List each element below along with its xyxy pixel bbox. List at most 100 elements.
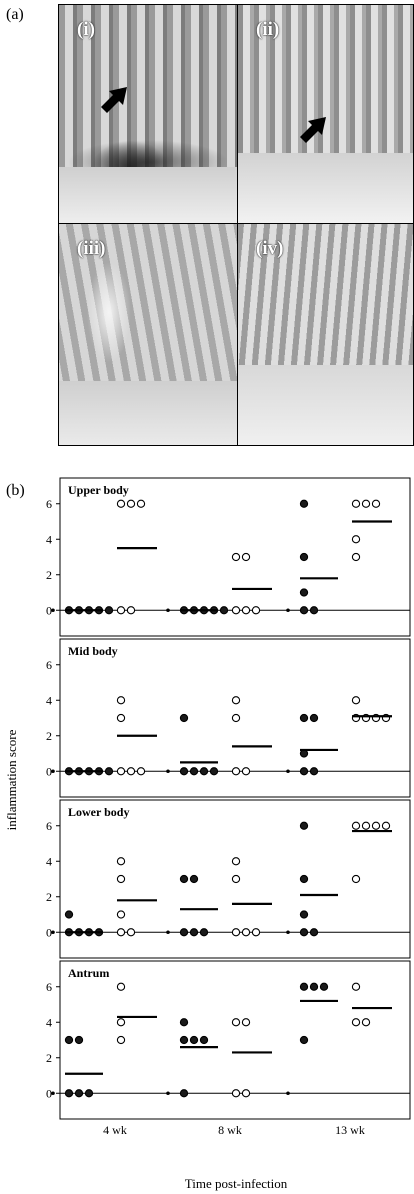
open-point <box>116 982 126 991</box>
subplot-title: Upper body <box>68 483 129 497</box>
y-tick-label: 6 <box>46 658 52 672</box>
filled-point <box>299 910 309 919</box>
filled-point <box>199 767 209 776</box>
open-point <box>126 499 136 508</box>
x-tick-label: 4 wk <box>103 1123 127 1137</box>
filled-point <box>64 910 74 919</box>
micrograph-tile-ii: (ii) <box>237 5 413 223</box>
y-tick-label: 6 <box>46 980 52 994</box>
filled-point <box>199 928 209 937</box>
micrograph-tile-iv: (iv) <box>237 223 413 445</box>
filled-point <box>179 928 189 937</box>
arrow-icon-i <box>101 87 127 113</box>
filled-point <box>189 928 199 937</box>
baseline-dot <box>51 769 55 774</box>
open-point <box>116 1035 126 1045</box>
open-point <box>116 606 126 615</box>
y-tick-label: 6 <box>46 497 52 511</box>
open-point <box>231 767 241 776</box>
open-point <box>351 535 361 544</box>
filled-point <box>84 1089 94 1098</box>
open-point <box>351 874 361 884</box>
filled-point <box>179 1089 189 1098</box>
filled-point <box>309 928 319 937</box>
y-tick-label: 0 <box>46 925 52 939</box>
open-point <box>231 606 241 615</box>
micrograph-tile-iii: (iii) <box>59 223 237 445</box>
filled-point <box>309 606 319 615</box>
baseline-dot <box>286 608 290 613</box>
baseline-dot <box>166 608 170 613</box>
micrograph-label-i: (i) <box>77 19 95 40</box>
filled-point <box>299 928 309 937</box>
open-point <box>231 1018 241 1027</box>
filled-point <box>209 767 219 776</box>
open-point <box>126 606 136 615</box>
filled-point <box>299 588 309 597</box>
x-tick-label: 13 wk <box>335 1123 365 1137</box>
open-point <box>251 928 261 937</box>
filled-point <box>299 552 309 562</box>
y-tick-label: 0 <box>46 1086 52 1100</box>
filled-point <box>299 982 309 991</box>
inflammation-chart: inflammation score Time post-infection U… <box>4 477 411 1191</box>
filled-point <box>74 1035 84 1045</box>
open-point <box>116 874 126 884</box>
subplot-title: Mid body <box>68 644 118 658</box>
open-point <box>351 552 361 562</box>
filled-point <box>199 1035 209 1045</box>
filled-point <box>309 713 319 723</box>
open-point <box>231 874 241 884</box>
open-point <box>351 696 361 705</box>
subplot-frame <box>59 638 411 798</box>
baseline-dot <box>286 769 290 774</box>
open-point <box>231 713 241 723</box>
open-point <box>116 713 126 723</box>
filled-point <box>189 767 199 776</box>
filled-point <box>104 606 114 615</box>
filled-point <box>64 1089 74 1098</box>
y-axis-label: inflammation score <box>4 729 19 830</box>
open-point <box>231 928 241 937</box>
open-point <box>241 928 251 937</box>
x-tick-label: 8 wk <box>218 1123 242 1137</box>
open-point <box>361 499 371 508</box>
open-point <box>231 696 241 705</box>
micrograph-label-iv: (iv) <box>256 238 284 259</box>
filled-point <box>219 606 229 615</box>
open-point <box>126 928 136 937</box>
filled-point <box>74 1089 84 1098</box>
filled-point <box>319 982 329 991</box>
open-point <box>231 857 241 866</box>
open-point <box>116 910 126 919</box>
baseline-dot <box>166 769 170 774</box>
open-point <box>371 499 381 508</box>
y-tick-label: 2 <box>46 729 52 743</box>
filled-point <box>64 1035 74 1045</box>
panel-b-label: (b) <box>6 482 25 499</box>
y-tick-label: 2 <box>46 1051 52 1065</box>
open-point <box>351 982 361 991</box>
open-point <box>116 857 126 866</box>
open-point <box>241 552 251 562</box>
open-point <box>231 552 241 562</box>
filled-point <box>104 767 114 776</box>
filled-point <box>309 982 319 991</box>
y-tick-label: 2 <box>46 890 52 904</box>
open-point <box>241 767 251 776</box>
y-tick-label: 0 <box>46 764 52 778</box>
micrograph-label-ii: (ii) <box>256 19 280 40</box>
open-point <box>231 1089 241 1098</box>
filled-point <box>299 499 309 508</box>
filled-point <box>299 767 309 776</box>
open-point <box>351 1018 361 1027</box>
open-point <box>361 1018 371 1027</box>
filled-point <box>299 1035 309 1045</box>
open-point <box>136 767 146 776</box>
baseline-dot <box>286 1091 290 1096</box>
open-point <box>116 928 126 937</box>
y-tick-label: 4 <box>46 854 52 868</box>
baseline-dot <box>51 608 55 613</box>
filled-point <box>309 767 319 776</box>
open-point <box>116 767 126 776</box>
